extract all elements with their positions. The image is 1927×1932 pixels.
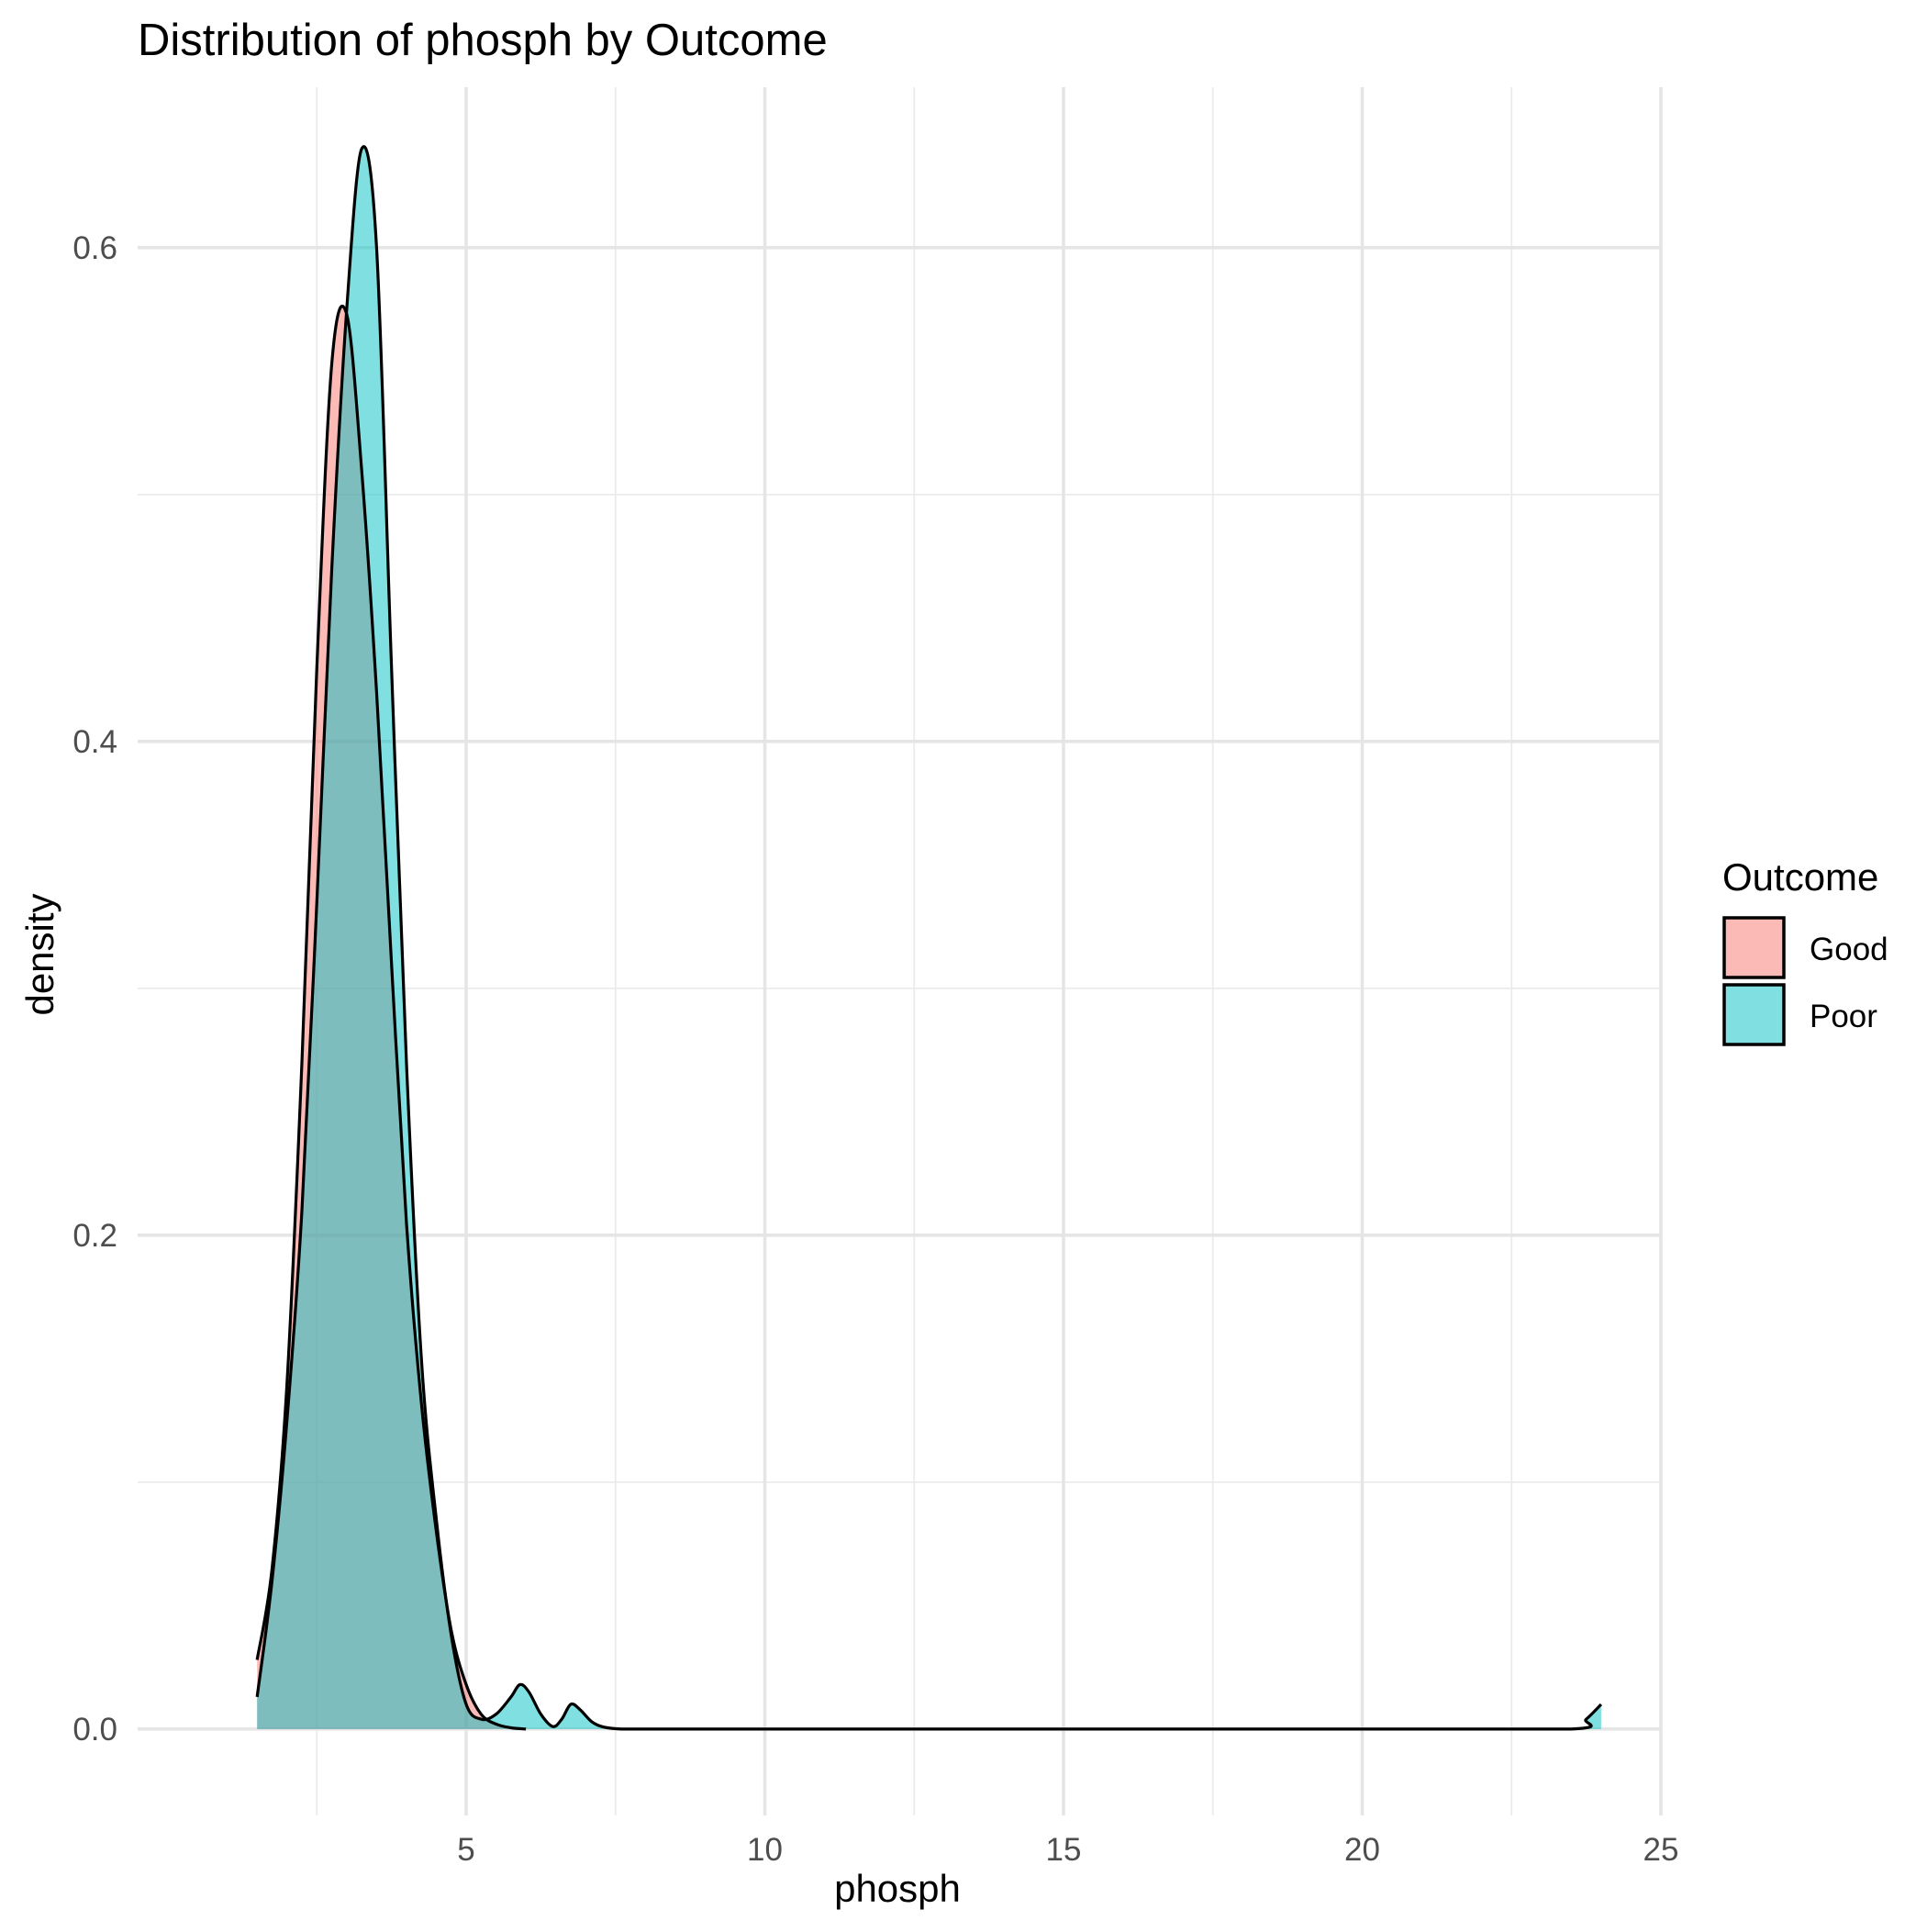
y-tick-label: 0.0: [72, 1712, 117, 1748]
x-tick-label: 20: [1344, 1832, 1380, 1868]
y-axis-tick-labels: 0.0 0.2 0.4 0.6: [72, 230, 117, 1748]
legend-key-good: [1722, 916, 1786, 979]
x-axis-tick-labels: 5 10 15 20 25: [457, 1832, 1678, 1868]
legend-title: Outcome: [1722, 855, 1878, 899]
legend-item-poor: Poor: [1722, 983, 1877, 1046]
legend-label-poor: Poor: [1810, 999, 1877, 1034]
x-tick-label: 25: [1643, 1832, 1679, 1868]
y-axis-label: density: [18, 893, 61, 1015]
minor-gridlines: [138, 87, 1661, 1815]
chart-title: Distribution of phosph by Outcome: [138, 16, 828, 65]
y-tick-label: 0.4: [72, 724, 117, 760]
density-areas: [257, 146, 1601, 1729]
y-tick-label: 0.6: [72, 230, 117, 266]
legend-key-poor: [1722, 983, 1786, 1046]
density-line-good: [255, 304, 527, 1731]
density-area-poor: [257, 146, 1601, 1729]
density-lines: [255, 145, 1603, 1731]
x-tick-label: 10: [747, 1832, 783, 1868]
x-tick-label: 15: [1046, 1832, 1082, 1868]
y-tick-label: 0.2: [72, 1218, 117, 1254]
legend-item-good: Good: [1722, 916, 1888, 979]
x-axis-label: phosph: [834, 1867, 961, 1910]
x-tick-label: 5: [457, 1832, 474, 1868]
legend-label-good: Good: [1810, 932, 1888, 967]
density-line-poor: [255, 145, 1603, 1731]
legend: Outcome Good Poor: [1722, 855, 1888, 1046]
